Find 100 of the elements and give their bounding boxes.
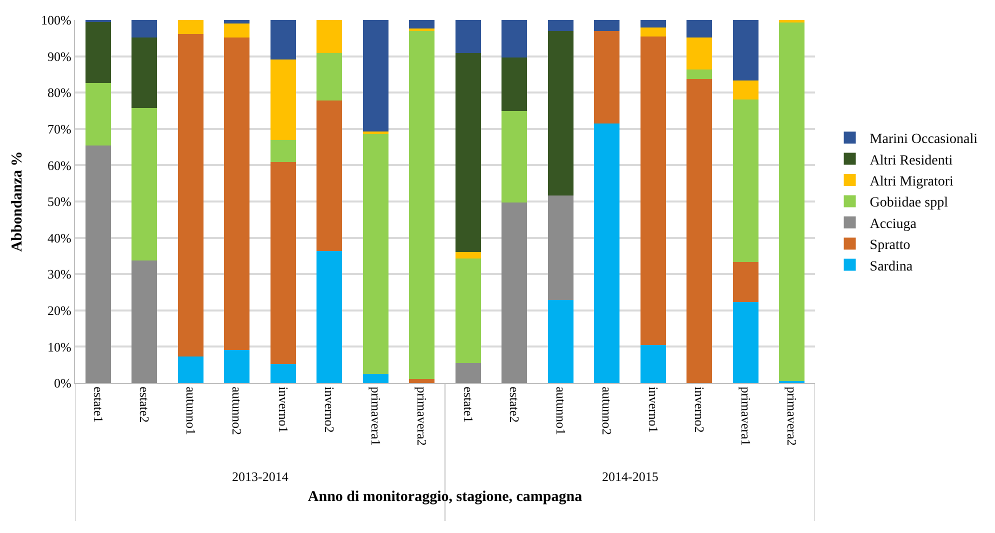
bar <box>270 140 296 162</box>
bar <box>502 20 528 58</box>
y-tick-label: 100% <box>41 12 72 28</box>
bar <box>409 379 435 383</box>
bar <box>640 28 666 36</box>
bar <box>686 78 712 383</box>
bar <box>548 30 574 196</box>
bar <box>178 34 204 356</box>
bar <box>686 70 712 79</box>
bar <box>316 250 342 383</box>
bar <box>362 131 388 134</box>
bar <box>316 53 342 101</box>
bar <box>224 350 250 383</box>
legend-label: Sardina <box>870 259 914 274</box>
legend-label: Altri Migratori <box>870 174 954 190</box>
bar <box>132 260 158 383</box>
bar <box>270 20 296 60</box>
bar <box>732 100 758 262</box>
bar <box>594 30 620 124</box>
x-tick-label: estate1 <box>90 386 106 423</box>
x-tick-label: primavera1 <box>738 386 754 446</box>
bar <box>362 374 388 383</box>
bar <box>548 20 574 31</box>
bar <box>686 20 712 38</box>
y-tick-label: 90% <box>48 48 72 64</box>
x-tick-label: estate1 <box>460 386 476 423</box>
bar <box>132 108 158 260</box>
x-tick-label: inverno2 <box>322 386 338 433</box>
y-tick-label: 80% <box>48 85 72 100</box>
bar <box>270 364 296 383</box>
x-tick-label: autunno2 <box>230 386 245 435</box>
bar <box>409 20 435 28</box>
y-tick-label: 10% <box>48 339 72 354</box>
bar <box>224 20 250 24</box>
y-tick-label: 40% <box>48 230 72 246</box>
y-axis-title: Abbondanza % <box>9 151 26 252</box>
legend-label: Gobiidae sppl <box>870 196 948 211</box>
x-tick-label: primavera2 <box>784 386 800 446</box>
text: 2014-2015 <box>602 469 658 484</box>
x-tick-label: inverno2 <box>692 386 708 433</box>
bar <box>455 20 481 54</box>
bar <box>455 252 481 258</box>
x-tick-label: primavera2 <box>414 386 430 446</box>
bar <box>502 57 528 112</box>
bar <box>594 20 620 31</box>
y-tick-label: 50% <box>48 194 72 210</box>
x-axis-title: Anno di monitoraggio, stagione, campagna <box>308 488 583 505</box>
bar <box>686 37 712 70</box>
bar <box>316 20 342 54</box>
bar <box>270 162 296 364</box>
x-tick-label: estate2 <box>137 386 152 423</box>
bar <box>455 363 481 383</box>
bar <box>779 20 805 23</box>
bar <box>455 258 481 364</box>
bar <box>732 80 758 100</box>
bar <box>594 123 620 383</box>
bar <box>502 202 528 383</box>
bar <box>640 36 666 345</box>
legend-label: Acciuga <box>870 216 918 232</box>
bar <box>548 195 574 300</box>
bar <box>85 146 111 383</box>
legend-label: Altri Residenti <box>870 153 953 168</box>
bar <box>640 20 666 28</box>
x-tick-label: estate2 <box>507 386 522 423</box>
bar <box>362 20 388 132</box>
x-tick-label: autunno1 <box>183 386 198 435</box>
x-tick-label: inverno1 <box>276 386 291 433</box>
text: 2013-2014 <box>232 469 289 484</box>
bar <box>409 30 435 380</box>
x-tick-label: inverno1 <box>646 386 661 433</box>
bar <box>316 100 342 251</box>
bar <box>178 20 204 34</box>
bar <box>178 356 204 383</box>
bar <box>132 37 158 108</box>
bar <box>132 20 158 38</box>
bar <box>270 60 296 140</box>
bar <box>732 302 758 383</box>
bar <box>548 300 574 383</box>
bar <box>502 111 528 203</box>
bar <box>732 262 758 302</box>
legend-label: Marini Occasionali <box>870 132 978 148</box>
bar <box>224 37 250 350</box>
bar <box>640 344 666 383</box>
x-tick-label: autunno2 <box>600 386 615 435</box>
bar <box>224 24 250 38</box>
bar <box>779 22 805 381</box>
bar <box>85 22 111 83</box>
bar <box>409 28 435 31</box>
bar <box>455 53 481 252</box>
y-tick-label: 20% <box>48 302 72 318</box>
y-tick-label: 70% <box>48 121 72 136</box>
bar <box>85 82 111 146</box>
y-tick-label: 30% <box>48 266 72 282</box>
x-tick-label: autunno1 <box>553 386 568 435</box>
y-tick-label: 0% <box>54 376 72 391</box>
bar <box>362 133 388 374</box>
x-tick-label: primavera1 <box>368 386 384 446</box>
legend-label: Spratto <box>870 238 910 254</box>
y-tick-label: 60% <box>48 158 72 173</box>
bar <box>732 20 758 80</box>
